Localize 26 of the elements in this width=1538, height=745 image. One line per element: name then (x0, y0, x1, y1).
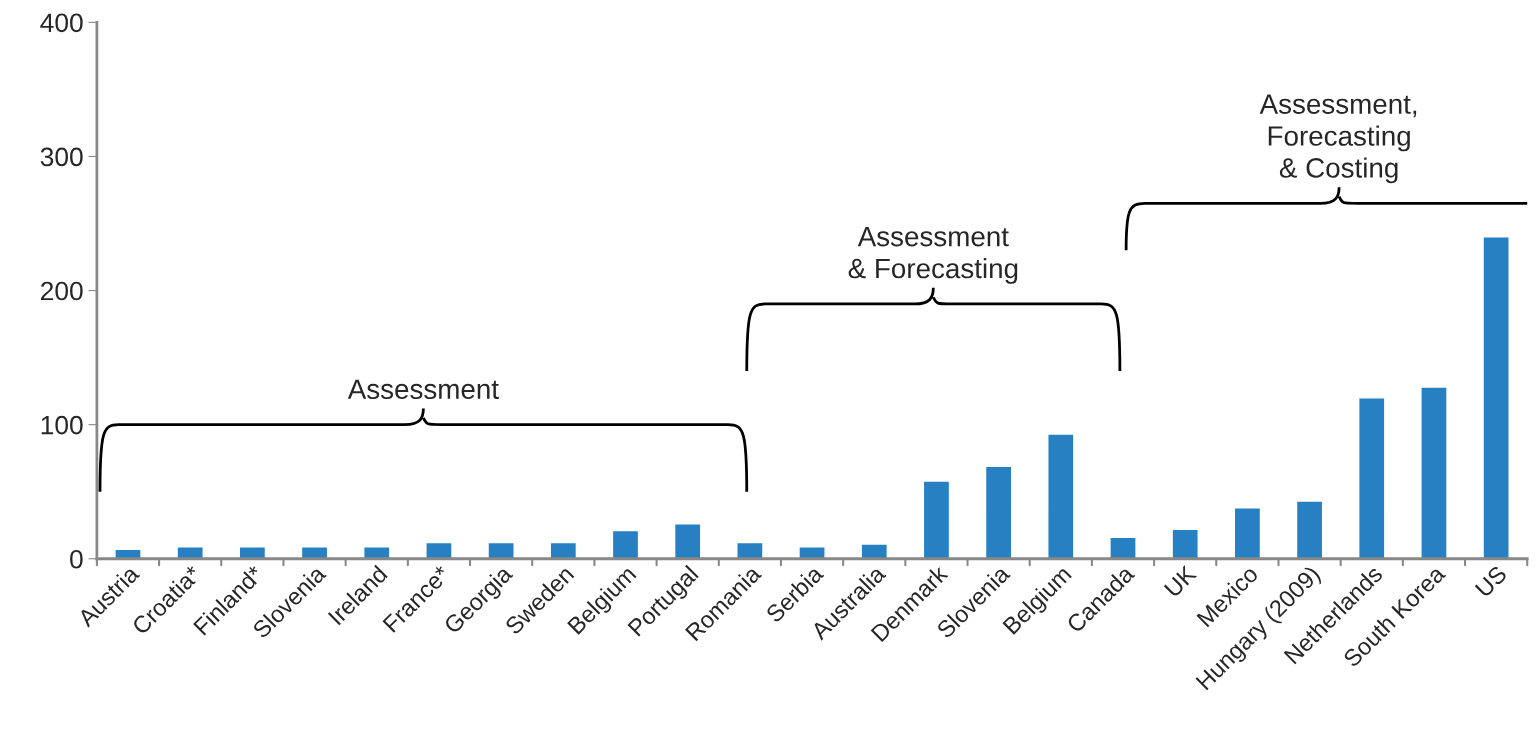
bar (1482, 236, 1510, 559)
bar (984, 465, 1013, 559)
x-tick-label: US (1474, 564, 1508, 598)
bar (1109, 536, 1137, 559)
bar (736, 541, 764, 559)
bar (1420, 386, 1448, 559)
bar (922, 480, 951, 559)
bar (860, 543, 889, 559)
y-tick-label: 400 (40, 13, 83, 33)
bar (1171, 528, 1199, 559)
bar (611, 529, 640, 559)
bar (1295, 500, 1324, 559)
bar (487, 541, 515, 559)
x-tick-label: UK (1163, 564, 1198, 598)
bar (425, 541, 453, 559)
y-tick-label: 100 (41, 415, 83, 435)
annotation: Assessment & Forecasting (848, 227, 1018, 284)
bar (1047, 433, 1075, 559)
y-tick-label: 300 (40, 147, 83, 167)
y-tick-label: 200 (41, 281, 83, 301)
bar (1233, 507, 1262, 559)
bar (1358, 397, 1386, 559)
annotation: Assessment (347, 379, 499, 400)
bar (673, 523, 702, 559)
y-tick-label: 0 (70, 549, 83, 569)
annotation: Assessment, Forecasting & Costing (1259, 94, 1417, 184)
